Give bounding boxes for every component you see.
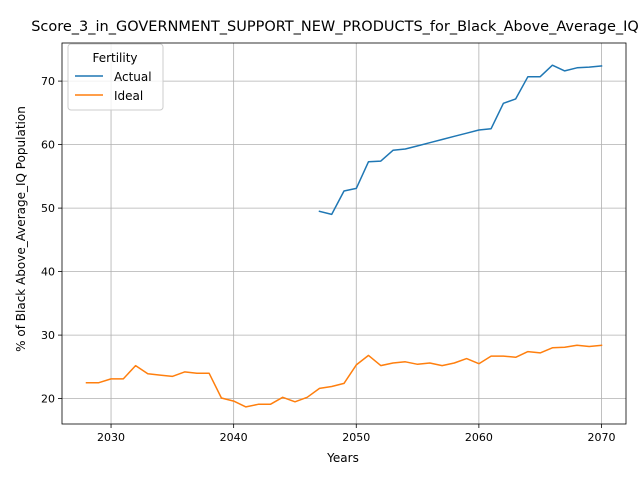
series-line-ideal [85, 344, 603, 408]
legend-label-ideal: Ideal [114, 89, 143, 103]
y-tick-label: 60 [41, 139, 55, 152]
x-tick-label: 2050 [342, 431, 370, 444]
plot-frame [61, 42, 627, 425]
x-tick-label: 2070 [587, 431, 615, 444]
series-lines [85, 64, 603, 408]
x-ticks: 2030 2040 2050 2060 2070 [97, 424, 615, 444]
y-tick-label: 40 [41, 266, 55, 279]
legend-label-actual: Actual [114, 70, 152, 84]
legend: Fertility Actual Ideal [67, 43, 164, 111]
y-tick-label: 50 [41, 202, 55, 215]
legend-box [67, 43, 164, 111]
grid-lines [62, 43, 626, 424]
x-tick-label: 2030 [97, 431, 125, 444]
y-axis-label: % of Black Above_Average_IQ Population [14, 106, 28, 352]
x-tick-label: 2040 [220, 431, 248, 444]
chart-title: Score_3_in_GOVERNMENT_SUPPORT_NEW_PRODUC… [31, 19, 639, 35]
y-tick-label: 20 [41, 393, 55, 406]
y-tick-label: 30 [41, 329, 55, 342]
y-ticks: 20 30 40 50 60 70 [41, 75, 62, 406]
y-tick-label: 70 [41, 75, 55, 88]
x-tick-label: 2060 [465, 431, 493, 444]
x-axis-label: Years [326, 451, 359, 465]
series-line-actual [318, 64, 603, 216]
legend-title: Fertility [92, 51, 137, 65]
